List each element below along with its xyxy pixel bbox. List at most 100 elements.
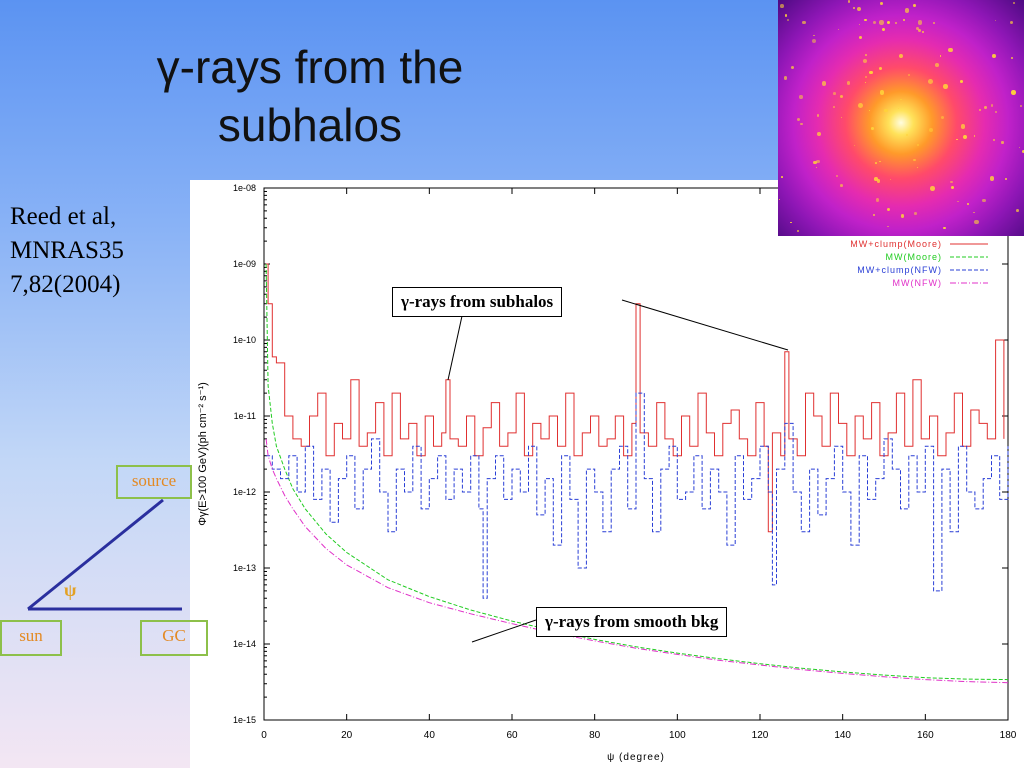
halo-dot: [796, 229, 800, 233]
halo-dot: [813, 34, 815, 37]
halo-dot: [989, 176, 995, 182]
halo-dot: [1013, 1, 1016, 4]
halo-dot: [927, 78, 933, 84]
halo-dot: [906, 134, 909, 137]
halo-dot: [879, 90, 885, 95]
halo-dot: [784, 14, 788, 17]
halo-dot: [832, 92, 836, 95]
halo-dot: [778, 198, 781, 201]
halo-dot: [884, 108, 888, 113]
series-line-1: [265, 263, 1009, 681]
halo-dot: [995, 111, 998, 114]
sun-source-line: [27, 498, 164, 611]
halo-dot: [902, 18, 906, 22]
halo-dot: [917, 29, 921, 33]
halo-dot: [847, 0, 851, 3]
halo-dot: [862, 58, 868, 64]
halo-dot: [943, 84, 948, 89]
halo-dot: [881, 28, 885, 32]
legend-label: MW(NFW): [893, 278, 942, 288]
halo-dot: [1020, 105, 1023, 107]
halo-dot: [868, 110, 870, 112]
halo-dot: [966, 202, 969, 205]
y-tick-label: 1e-13: [233, 563, 256, 573]
halo-dot: [982, 199, 986, 203]
halo-dot: [1018, 146, 1020, 148]
halo-dot: [962, 134, 968, 139]
halo-dot: [841, 117, 843, 119]
halo-dot: [907, 74, 910, 77]
halo-dot: [864, 81, 866, 84]
x-tick-label: 20: [341, 730, 353, 741]
halo-dot: [815, 159, 820, 164]
halo-dot: [948, 47, 953, 52]
halo-dot: [873, 213, 876, 216]
halo-dot: [950, 185, 954, 189]
halo-dot: [876, 179, 881, 183]
slide-title: γ-rays from the subhalos: [95, 38, 525, 154]
halo-dot: [899, 54, 903, 59]
angle-psi-label: ψ: [64, 580, 77, 600]
halo-dot: [900, 213, 905, 218]
halo-dot: [854, 145, 856, 147]
halo-dot: [974, 219, 980, 225]
halo-dot: [984, 106, 987, 110]
halo-dot: [940, 115, 944, 120]
halo-dot: [1011, 56, 1014, 59]
halo-dot: [956, 138, 958, 141]
x-tick-label: 40: [424, 730, 436, 741]
callout-pointer-subhalos-a: [447, 315, 463, 381]
citation-line-3: 7,82(2004): [10, 271, 121, 298]
halo-dot: [781, 176, 783, 178]
halo-dot: [833, 106, 835, 108]
halo-dot: [839, 184, 843, 188]
x-tick-label: 120: [752, 730, 769, 741]
halo-dot: [1015, 209, 1019, 212]
halo-dot: [796, 117, 801, 122]
halo-dot: [933, 21, 936, 24]
halo-dot: [872, 20, 876, 24]
halo-dot: [978, 108, 982, 111]
halo-dot: [857, 103, 863, 109]
halo-dot: [869, 70, 873, 75]
halo-dot: [879, 20, 884, 25]
x-tick-label: 100: [669, 730, 686, 741]
halo-dot: [1021, 149, 1024, 154]
x-tick-label: 140: [834, 730, 851, 741]
halo-dot: [811, 38, 816, 43]
y-axis-label: Φγ(E>100 GeV)(ph cm⁻² s⁻¹): [197, 382, 209, 526]
halo-dot: [1001, 141, 1004, 144]
x-tick-label: 80: [589, 730, 601, 741]
halo-dot: [870, 127, 874, 131]
halo-dot: [887, 225, 889, 227]
halo-dot: [1010, 21, 1014, 25]
legend-label: MW+clump(NFW): [857, 265, 942, 275]
halo-dot: [887, 208, 891, 212]
halo-dot: [821, 81, 827, 86]
halo-dot: [916, 166, 918, 168]
x-tick-label: 160: [917, 730, 934, 741]
halo-dot: [939, 54, 942, 57]
halo-dot: [994, 19, 997, 21]
halo-dot: [865, 54, 867, 56]
halo-dot: [991, 54, 996, 58]
halo-dot: [839, 94, 843, 98]
halo-dot: [787, 19, 789, 21]
halo-dot: [1004, 177, 1008, 181]
halo-dot: [879, 67, 883, 71]
halo-dot: [973, 211, 975, 214]
halo-dot: [960, 124, 966, 129]
halo-dot: [813, 160, 817, 165]
y-tick-label: 1e-14: [233, 639, 256, 649]
halo-dot: [930, 186, 935, 192]
gc-box: GC: [140, 620, 208, 656]
halo-dot: [915, 27, 919, 31]
halo-dot: [874, 177, 878, 181]
halo-dot: [929, 127, 934, 132]
halo-dot: [864, 18, 867, 22]
halo-dot: [874, 161, 877, 164]
title-line-1: γ-rays from the: [156, 41, 464, 93]
citation-line-1: Reed et al,: [10, 203, 117, 230]
halo-dot: [816, 113, 820, 117]
halo-dot: [990, 104, 994, 107]
